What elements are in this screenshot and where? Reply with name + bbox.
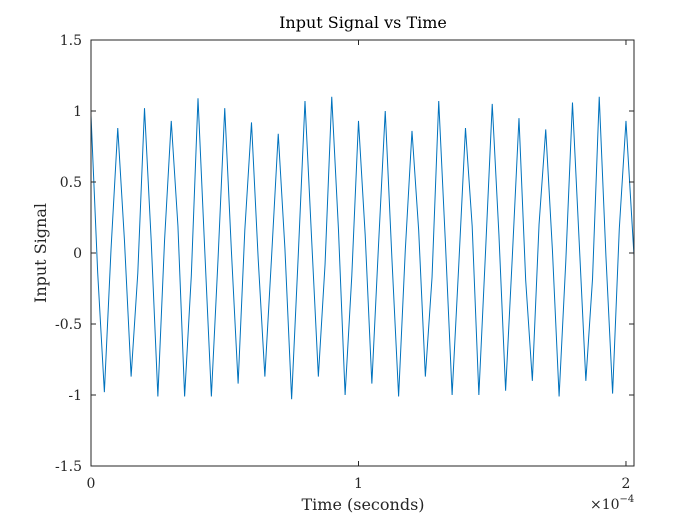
x-axis-exponent-base: ×10 xyxy=(590,497,620,513)
plot-area xyxy=(91,40,634,466)
x-axis-exponent: ×10−4 xyxy=(590,494,634,513)
y-tick-label: 0 xyxy=(73,246,82,262)
y-tick-label: 1 xyxy=(73,104,82,120)
x-tick-label: 2 xyxy=(622,476,631,492)
x-axis-label: Time (seconds) xyxy=(301,495,424,514)
x-tick-label: 0 xyxy=(87,476,96,492)
y-tick-label: 1.5 xyxy=(60,33,82,49)
y-tick-label: -0.5 xyxy=(55,317,82,333)
y-tick-label: 0.5 xyxy=(60,175,82,191)
chart-title: Input Signal vs Time xyxy=(279,13,447,32)
axes-box xyxy=(90,39,635,467)
y-axis-label: Input Signal xyxy=(31,203,50,303)
y-tick-label: -1 xyxy=(68,388,82,404)
y-axis-ticks: -1.5 -1 -0.5 0 0.5 1 1.5 xyxy=(55,33,634,475)
signal-series-line xyxy=(90,96,635,400)
x-tick-label: 1 xyxy=(354,476,363,492)
x-axis-exponent-power: −4 xyxy=(620,494,635,505)
y-tick-label: -1.5 xyxy=(55,459,82,475)
